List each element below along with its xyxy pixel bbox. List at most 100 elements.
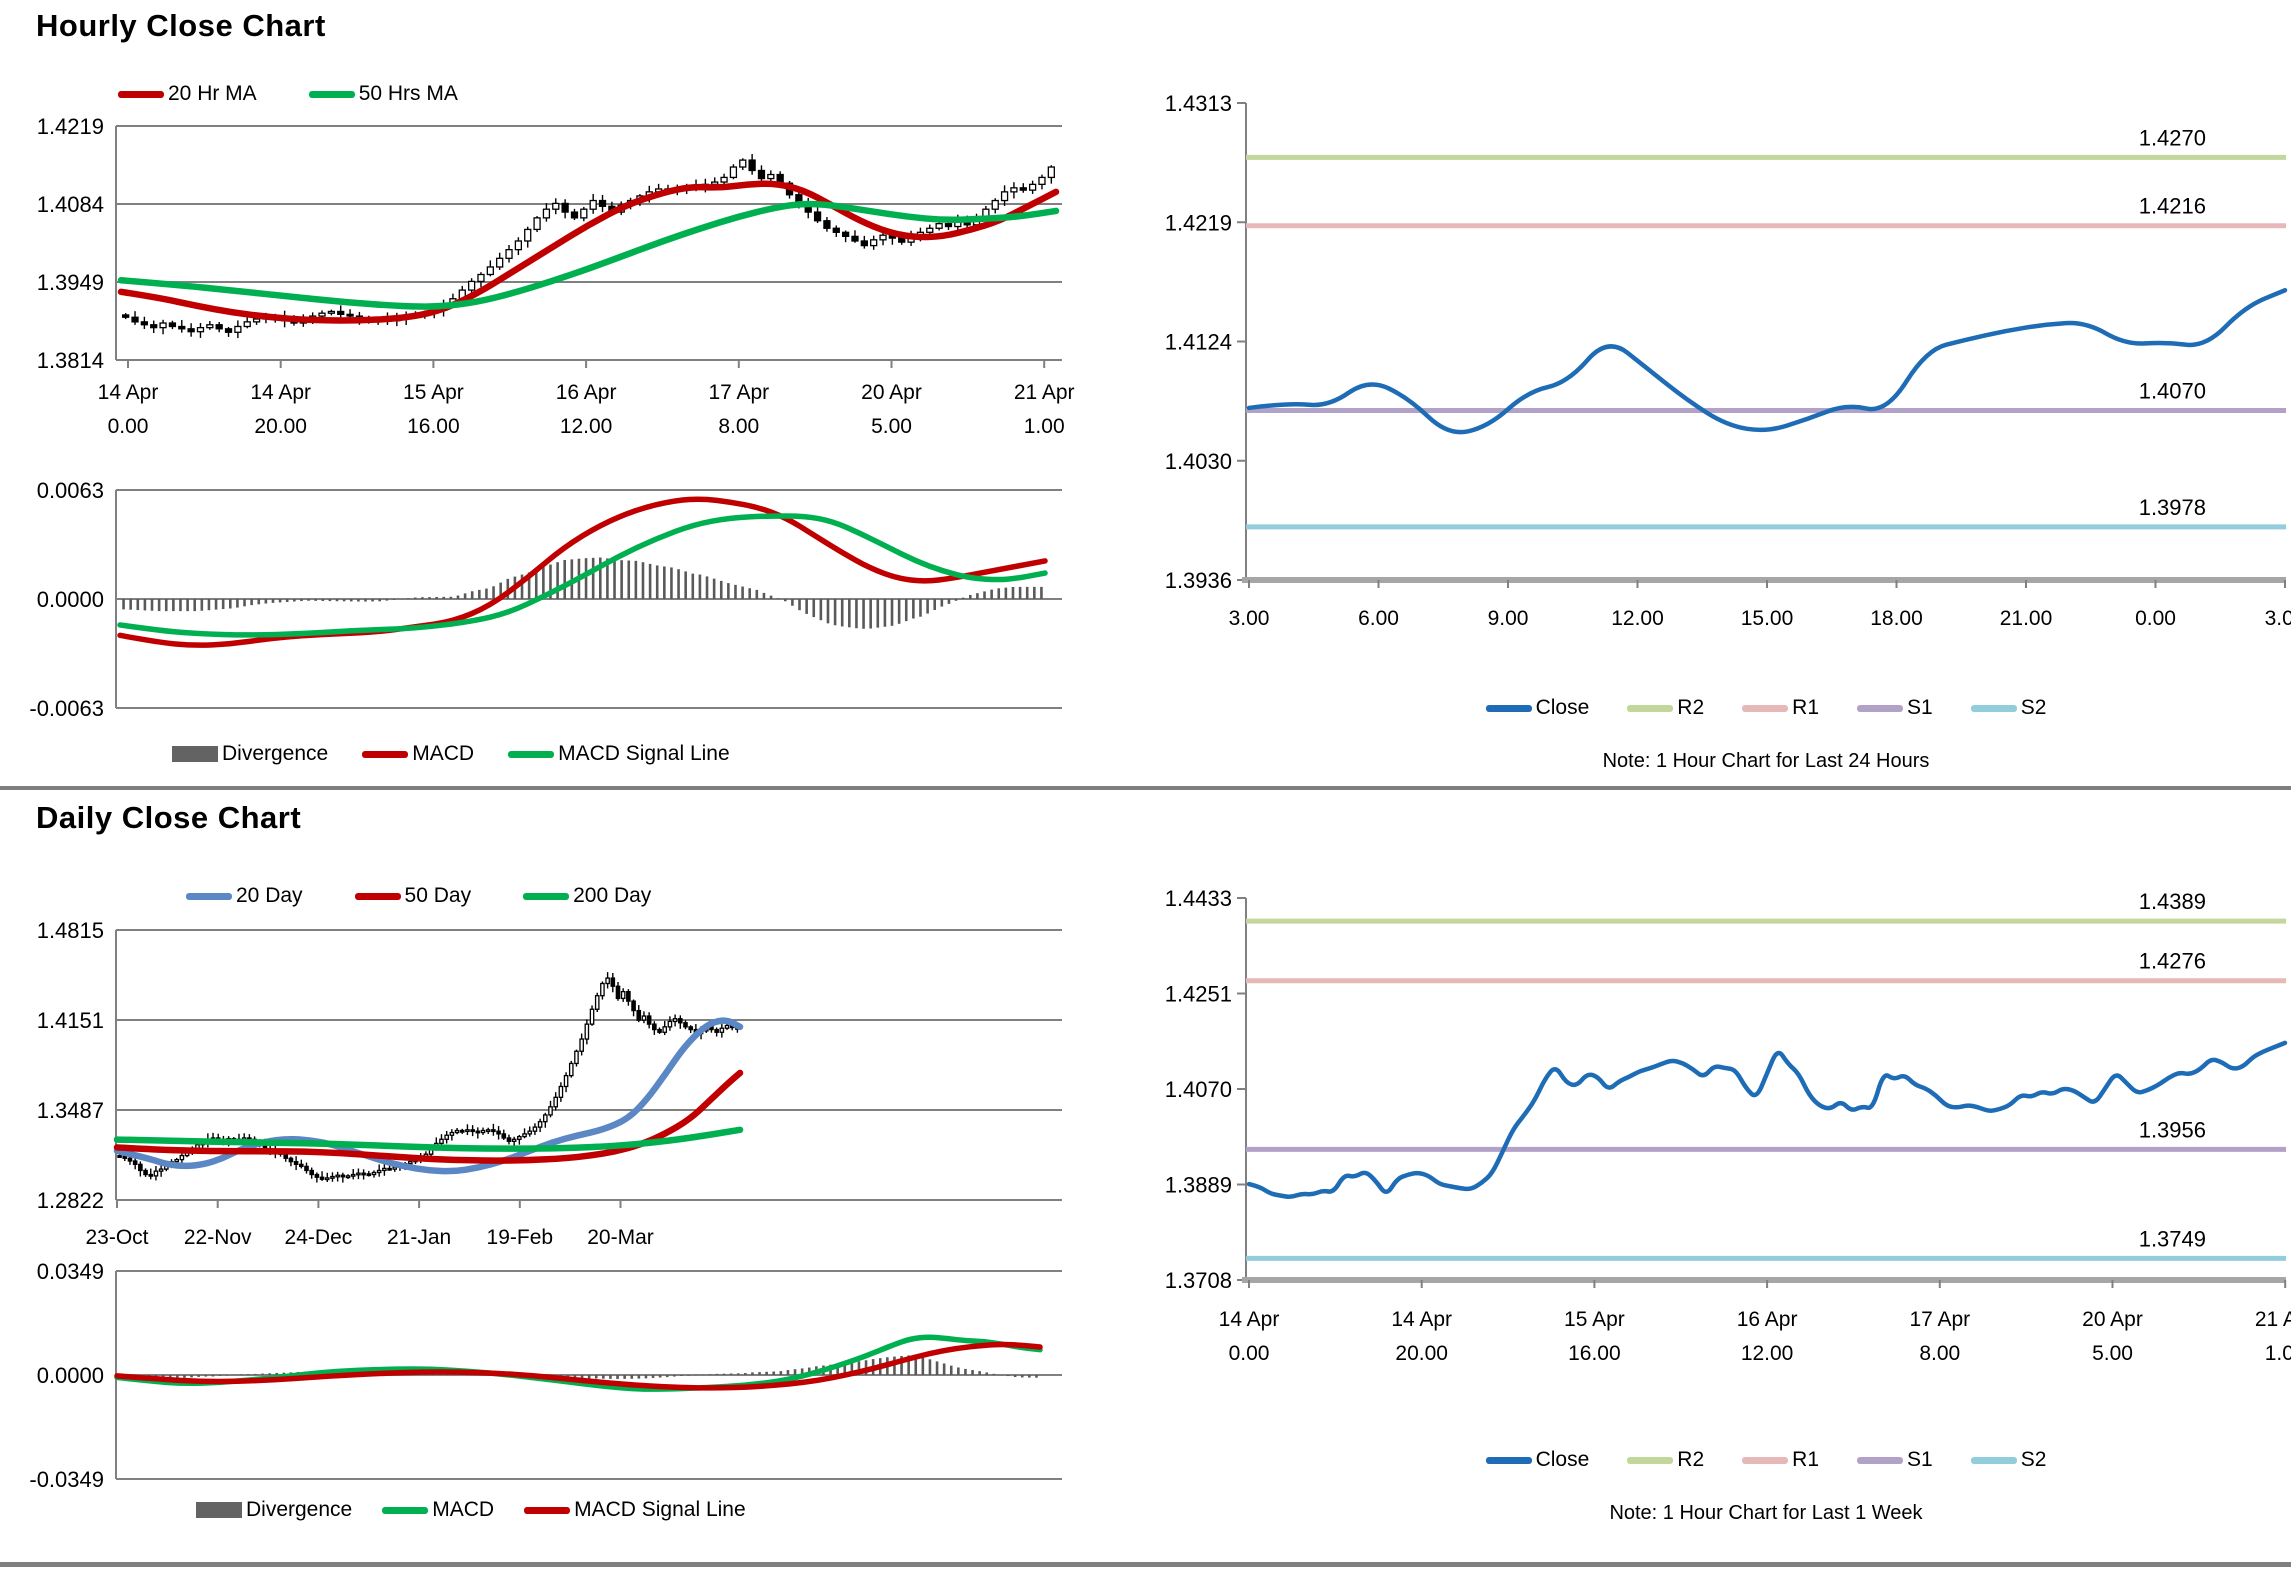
legend-swatch-line	[1485, 704, 1532, 712]
y-tick-label: 1.4815	[37, 918, 104, 943]
ma-line-200-day	[113, 1126, 744, 1152]
legend-swatch-line	[1857, 704, 1904, 712]
x-tick-label: 14 Apr	[1219, 1308, 1280, 1331]
hp-candles	[122, 154, 1055, 339]
legend-swatch-line	[354, 892, 401, 900]
x-tick-label: 12.00	[1611, 607, 1664, 630]
legend-swatch-line	[1970, 1456, 2017, 1464]
legend-item-20-day: 20 Day	[186, 884, 303, 908]
legend-label: MACD	[432, 1498, 495, 1521]
legend-label: 20 Day	[236, 884, 303, 907]
level-label-r1: 1.4216	[2139, 194, 2206, 219]
level-label-r1: 1.4276	[2139, 949, 2206, 974]
x-tick-label: 8.00	[718, 415, 759, 438]
daily-sr-legend: Close R2 R1 S1 S2	[1246, 1448, 2286, 1472]
daily-section-title: Daily Close Chart	[36, 800, 302, 835]
legend-swatch-line	[508, 750, 555, 758]
legend-swatch-line	[362, 750, 409, 758]
level-label-s2: 1.3749	[2139, 1226, 2206, 1251]
x-tick-label: 14 Apr	[1391, 1308, 1452, 1331]
ma-line-50-day	[113, 1069, 744, 1164]
legend-swatch-line	[1485, 1456, 1532, 1464]
legend-label: Close	[1535, 1448, 1590, 1471]
x-tick-label: 21.00	[2000, 607, 2053, 630]
x-tick-label: 1.00	[1024, 415, 1065, 438]
x-tick-label: 15.00	[1741, 607, 1794, 630]
legend-label: MACD Signal Line	[558, 742, 730, 765]
y-tick-label: 1.4030	[1165, 449, 1232, 474]
legend-label: R1	[1792, 1448, 1820, 1471]
x-tick-label: 12.00	[560, 415, 613, 438]
legend-item-200-day: 200 Day	[523, 884, 651, 908]
y-tick-label: 1.4433	[1165, 886, 1232, 911]
x-tick-label: 3.00	[2265, 607, 2291, 630]
x-tick-label: 0.00	[108, 415, 149, 438]
legend-label: 50 Day	[404, 884, 472, 907]
x-tick-label: 12.00	[1741, 1342, 1794, 1365]
x-tick-label: 18.00	[1870, 607, 1923, 630]
ma-line-50-hrs-ma	[117, 200, 1060, 310]
legend-label: Close	[1535, 696, 1590, 719]
legend-item-50-day: 50 Day	[354, 884, 472, 908]
legend-swatch-box	[172, 746, 218, 762]
y-tick-label: 1.4313	[1165, 91, 1232, 116]
bottom-divider	[0, 1562, 2291, 1567]
close-line	[1246, 288, 2288, 435]
y-tick-label: 1.4219	[37, 114, 104, 139]
y-tick-label: -0.0063	[29, 696, 104, 721]
x-tick-label: 21 Apr	[2255, 1308, 2291, 1331]
daily-sr-note: Note: 1 Hour Chart for Last 1 Week	[1609, 1502, 1923, 1524]
hourly-section-title: Hourly Close Chart	[36, 8, 326, 43]
legend-item-divergence: Divergence	[196, 1498, 352, 1522]
section-divider	[0, 786, 2291, 790]
legend-swatch-line	[1742, 1456, 1789, 1464]
y-tick-label: 1.3936	[1165, 568, 1232, 593]
x-tick-label: 17 Apr	[1909, 1308, 1970, 1331]
level-label-s1: 1.3956	[2139, 1117, 2206, 1142]
legend-label: Divergence	[222, 742, 329, 765]
legend-item-macd: MACD	[362, 742, 474, 766]
legend-label: 50 Hrs MA	[358, 82, 458, 105]
legend-swatch-line	[186, 892, 232, 900]
x-tick-label: 16 Apr	[1737, 1308, 1798, 1331]
ma-line-20-day	[113, 1017, 744, 1175]
legend-swatch-line	[308, 90, 355, 98]
level-label-r2: 1.4270	[2139, 125, 2206, 150]
legend-item-s2: S2	[1970, 696, 2047, 720]
y-tick-label: 0.0000	[37, 1363, 104, 1388]
macd-signal-line	[114, 1341, 1043, 1391]
x-tick-label: 20 Apr	[2082, 1308, 2143, 1331]
legend-item-s1: S1	[1857, 1448, 1933, 1472]
legend-label: R1	[1792, 696, 1820, 719]
y-tick-label: 1.4151	[37, 1008, 104, 1033]
legend-swatch-line	[524, 1506, 571, 1514]
y-tick-label: 1.4219	[1165, 210, 1232, 235]
level-label-r2: 1.4389	[2139, 889, 2206, 914]
legend-item-r1: R1	[1742, 1448, 1819, 1472]
y-tick-label: 0.0000	[37, 587, 104, 612]
x-tick-label: 23-Oct	[85, 1226, 148, 1249]
level-label-s1: 1.4070	[2139, 378, 2206, 403]
legend-item-s2: S2	[1970, 1448, 2046, 1472]
y-tick-label: 1.3889	[1165, 1173, 1232, 1198]
x-tick-label: 0.00	[1229, 1342, 1270, 1365]
macd-line	[117, 496, 1048, 648]
y-tick-label: 1.4251	[1165, 982, 1232, 1007]
legend-item-close: Close	[1485, 1448, 1590, 1472]
legend-swatch-line	[1627, 1456, 1674, 1464]
legend-label: S2	[2020, 696, 2047, 719]
x-tick-label: 6.00	[1358, 607, 1399, 630]
x-tick-label: 21 Apr	[1014, 381, 1075, 404]
legend-label: Divergence	[246, 1498, 353, 1521]
hourly-macd-legend: Divergence MACD MACD Signal Line	[172, 742, 730, 766]
legend-swatch-line	[523, 892, 570, 900]
legend-label: 20 Hr MA	[168, 82, 257, 105]
x-tick-label: 20.00	[254, 415, 307, 438]
legend-label: S1	[1907, 696, 1933, 719]
legend-item-macd-signal-line: MACD Signal Line	[508, 742, 730, 766]
legend-label: MACD	[412, 742, 475, 765]
legend-label: R2	[1677, 696, 1705, 719]
x-tick-label: 0.00	[2135, 607, 2176, 630]
